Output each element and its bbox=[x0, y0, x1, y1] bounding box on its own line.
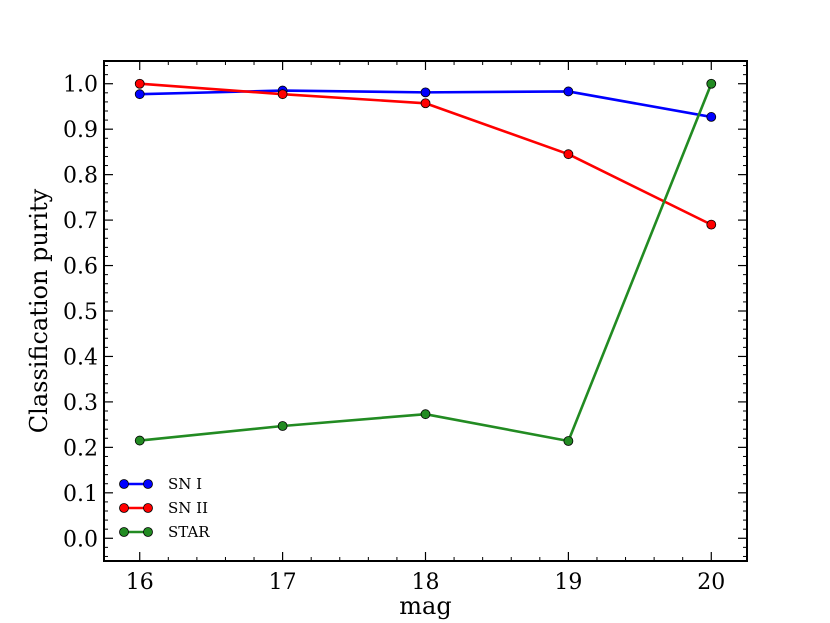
data-point-star bbox=[706, 78, 717, 89]
legend-label-sn-ii: SN II bbox=[168, 499, 208, 517]
y-tick-label: 0.1 bbox=[63, 482, 98, 507]
data-point-sn-i bbox=[706, 112, 717, 122]
legend-label-star: STAR bbox=[168, 523, 210, 541]
legend-marker-sn-i bbox=[143, 479, 153, 489]
y-tick-label: 0.8 bbox=[63, 164, 98, 189]
y-tick-label: 0.4 bbox=[63, 345, 98, 370]
y-tick-label: 0.2 bbox=[63, 436, 98, 461]
y-tick-label: 0.7 bbox=[63, 209, 98, 234]
x-tick-label: 19 bbox=[554, 570, 582, 595]
data-point-sn-ii bbox=[706, 219, 717, 230]
data-point-star bbox=[420, 409, 431, 420]
legend-marker-star bbox=[143, 527, 153, 537]
x-tick-label: 16 bbox=[126, 570, 154, 595]
data-point-sn-ii bbox=[420, 98, 431, 109]
data-point-sn-ii bbox=[563, 149, 574, 160]
x-axis-title: mag bbox=[399, 592, 451, 620]
y-tick-label: 0.0 bbox=[63, 527, 98, 552]
data-point-sn-i bbox=[420, 87, 431, 98]
data-point-star bbox=[134, 435, 145, 446]
y-tick-label: 0.6 bbox=[63, 255, 98, 280]
data-point-sn-i bbox=[134, 89, 145, 100]
legend-marker-sn-ii bbox=[143, 503, 153, 513]
legend-marker-sn-ii bbox=[119, 503, 129, 513]
x-tick-label: 20 bbox=[697, 570, 725, 595]
y-tick-label: 0.3 bbox=[63, 391, 98, 416]
y-tick-label: 0.9 bbox=[63, 118, 98, 143]
series-layer bbox=[134, 78, 717, 446]
x-tick-label: 17 bbox=[269, 570, 297, 595]
data-point-star bbox=[277, 421, 288, 431]
y-tick-label: 0.5 bbox=[63, 300, 98, 325]
data-point-sn-ii bbox=[134, 78, 145, 89]
legend-marker-sn-i bbox=[119, 479, 129, 489]
legend-label-sn-i: SN I bbox=[168, 475, 202, 493]
x-tick-label: 18 bbox=[412, 570, 440, 595]
data-point-sn-i bbox=[563, 86, 574, 97]
data-point-sn-ii bbox=[277, 89, 288, 100]
legend: SN I SN II STAR bbox=[119, 475, 210, 541]
ticks-layer: 16 17 18 19 20 0.0 0.1 0.2 0.3 0.4 0.5 0.6 0.7 0.8 0.9… bbox=[63, 61, 747, 595]
legend-marker-star bbox=[119, 527, 129, 537]
data-point-star bbox=[563, 436, 574, 446]
y-axis-title: Classification purity bbox=[25, 188, 53, 433]
y-tick-label: 1.0 bbox=[63, 73, 98, 98]
